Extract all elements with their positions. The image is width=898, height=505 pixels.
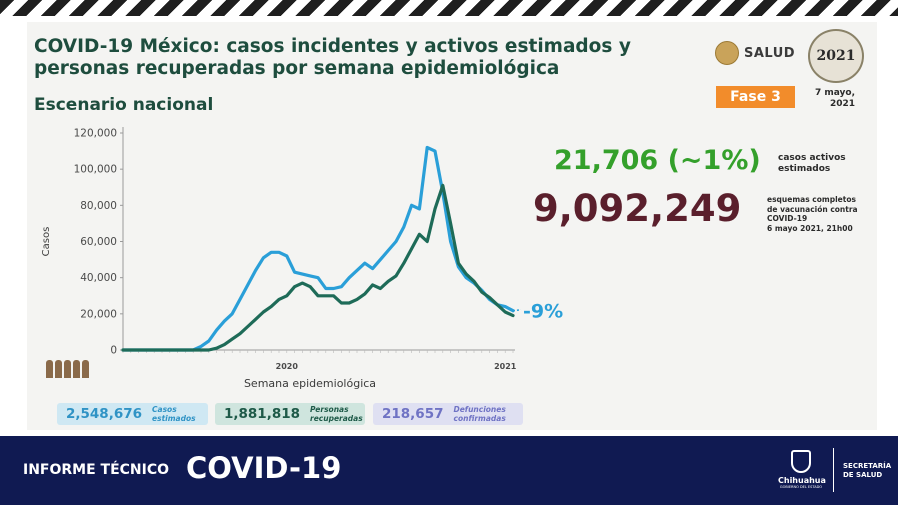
footer-label: INFORME TÉCNICO [23,462,170,478]
x-year-label: 2021 [494,362,517,371]
mexico-emblem-icon [715,41,739,65]
secretaria-label: SECRETARÍA DE SALUD [843,462,891,480]
footer-banner: INFORME TÉCNICO COVID-19 Chihuahua GOBIE… [0,436,898,505]
chart-title-line-2: personas recuperadas por semana epidemio… [34,58,560,79]
total-estimated-cases-label-line-1: Casos [152,405,177,414]
active-cases-label-line-2: estimados [778,164,831,174]
footer-divider [833,448,834,492]
total-deaths-label: Defunciones confirmadas [454,405,506,423]
vaccination-label: esquemas completos de vacunación contra … [767,195,872,233]
active-cases-label-line-1: casos activos [778,153,846,163]
chihuahua-logo: Chihuahua GOBIERNO DEL ESTADO [778,450,826,489]
report-date-line-2: 2021 [829,99,855,109]
total-recovered-label: Personas recuperadas [310,405,363,423]
x-year-label: 2020 [276,362,299,371]
active-cases-label: casos activos estimados [778,153,868,175]
y-tick-label: 60,000 [80,236,117,248]
vaccination-label-line-4: 6 mayo 2021, 21h00 [767,223,853,233]
year-seal-text: 2021 [816,48,856,64]
y-tick-label: 20,000 [80,308,117,320]
y-tick-label: 100,000 [74,164,117,176]
y-tick-label: 40,000 [80,272,117,284]
change-label: -9% [523,301,563,323]
total-recovered-value: 1,881,818 [224,406,301,422]
total-deaths-value: 218,657 [382,406,444,422]
change-connector [512,309,522,312]
footer-title: COVID-19 [186,451,342,485]
top-stripe [0,0,898,16]
shield-icon [791,450,811,473]
total-deaths: 218,657 Defunciones confirmadas [373,403,523,425]
x-axis-title: Semana epidemiológica [244,377,376,390]
series-line-2 [121,183,515,352]
year-seal: 2021 [808,29,864,83]
vaccination-value: 9,092,249 [533,187,742,230]
chihuahua-subtitle: GOBIERNO DEL ESTADO [779,485,823,489]
vaccination-label-line-3: COVID-19 [767,214,808,223]
total-recovered: 1,881,818 Personas recuperadas [215,403,365,425]
y-tick-label: 120,000 [74,128,117,140]
report-date: 7 mayo, 2021 [811,88,855,110]
total-estimated-cases-label-line-2: estimados [152,414,196,423]
active-cases-value: 21,706 (~1%) [554,145,761,176]
secretaria-line-2: DE SALUD [843,471,883,479]
total-estimated-cases-value: 2,548,676 [66,406,143,422]
total-recovered-label-line-2: recuperadas [310,414,363,423]
vaccination-label-line-1: esquemas completos [767,195,856,204]
slide: COVID-19 México: casos incidentes y acti… [27,22,877,430]
y-tick-label: 80,000 [80,200,117,212]
y-axis-title: Casos [41,227,52,257]
salud-logo: SALUD [715,41,795,65]
secretaria-line-1: SECRETARÍA [843,462,892,470]
report-date-line-1: 7 mayo, [814,88,855,98]
chart-title: COVID-19 México: casos incidentes y acti… [34,36,674,80]
people-logo-icon [46,360,89,378]
total-estimated-cases: 2,548,676 Casos estimados [57,403,208,425]
cases-line-chart: 0 20,000 40,000 60,000 80,000 100,000 120,000 2… [41,127,563,390]
total-deaths-label-line-1: Defunciones [453,405,506,414]
chart-title-line-1: COVID-19 México: casos incidentes y acti… [34,36,631,57]
total-estimated-cases-label: Casos estimados [152,405,196,423]
phase-badge: Fase 3 [716,86,795,108]
total-recovered-label-line-1: Personas [310,405,349,414]
chart-subtitle: Escenario nacional [34,95,214,115]
y-tick-label: 0 [110,345,117,357]
vaccination-label-line-2: de vacunación contra [767,204,858,214]
salud-logo-text: SALUD [744,45,796,61]
chihuahua-name: Chihuahua [778,476,826,485]
total-deaths-label-line-2: confirmadas [453,414,506,423]
